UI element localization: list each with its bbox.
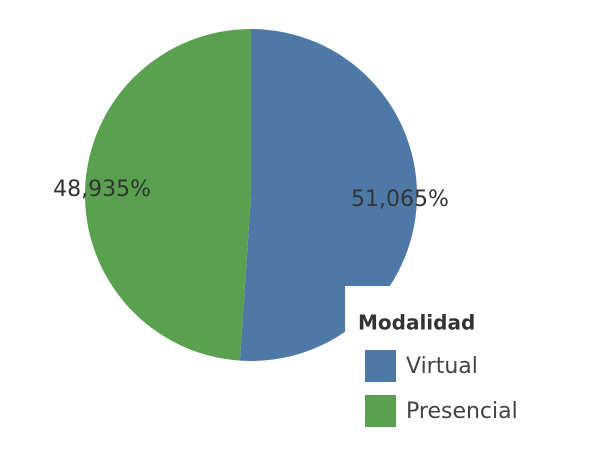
- pie-slice: [239, 28, 418, 362]
- pie-slice: [85, 29, 251, 361]
- legend-label: Presencial: [406, 399, 518, 424]
- legend-label: Virtual: [406, 354, 478, 379]
- data-label: 48,935%: [53, 177, 151, 202]
- legend-title: Modalidad: [358, 311, 475, 335]
- legend-swatch: [365, 350, 396, 382]
- data-label: 51,065%: [351, 187, 449, 212]
- legend-swatch: [365, 395, 396, 427]
- pie: [85, 28, 418, 362]
